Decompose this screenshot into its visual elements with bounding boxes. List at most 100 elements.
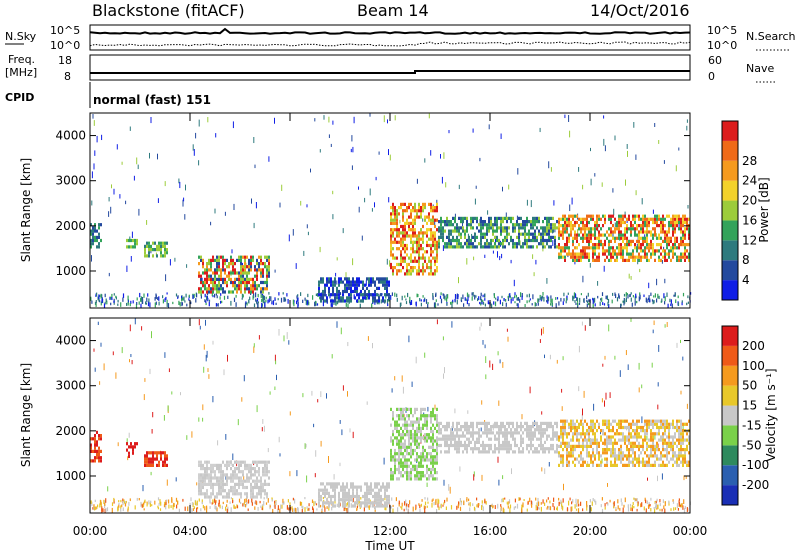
echo-cell [430, 209, 432, 213]
ground-echo [681, 300, 683, 303]
echo-cell [336, 293, 338, 297]
ground-echo [230, 300, 232, 306]
ground-echo [484, 499, 486, 504]
ground-echo [634, 296, 636, 301]
echo-cell [420, 256, 422, 260]
ground-echo [100, 500, 102, 505]
ground-echo [654, 508, 656, 513]
echo-cell [208, 287, 210, 291]
ground-echo [294, 498, 296, 504]
echo-cell [626, 249, 628, 253]
echo-cell [330, 501, 332, 505]
ground-echo [102, 508, 104, 513]
echo-cell [482, 245, 484, 249]
echo-cell [432, 436, 434, 440]
ground-echo [635, 498, 637, 501]
echo-cell [210, 274, 212, 278]
echo-cell [226, 463, 228, 467]
ground-echo [582, 508, 584, 512]
echo-cell [494, 434, 496, 438]
echo-cell [372, 504, 374, 508]
echo-cell [144, 457, 146, 461]
echo-cell [250, 473, 252, 477]
echo-cell [540, 428, 542, 432]
echo-cell [466, 229, 468, 233]
echo-cell [96, 245, 98, 249]
echo-cell [390, 423, 392, 427]
ground-echo [594, 499, 596, 503]
echo-cell [662, 255, 664, 259]
echo-cell [342, 280, 344, 284]
echo-cell [416, 243, 418, 248]
echo-cell [564, 214, 566, 218]
echo-cell [586, 252, 588, 256]
echo-cell [584, 230, 586, 234]
echo-cell [412, 221, 414, 225]
ground-echo [370, 504, 372, 508]
echo-cell [148, 460, 150, 464]
scatter-echo [484, 344, 486, 349]
ground-echo [504, 497, 506, 500]
ground-echo [292, 497, 294, 501]
echo-cell [540, 232, 542, 236]
echo-cell [530, 223, 532, 227]
colorbar-tick-label: 8 [742, 253, 750, 267]
scatter-echo [92, 114, 94, 119]
ground-echo [256, 302, 258, 305]
ground-echo [127, 506, 129, 511]
echo-cell [404, 224, 406, 229]
echo-cell [410, 237, 412, 241]
echo-cell [500, 229, 502, 233]
echo-cell [516, 431, 518, 435]
echo-cell [506, 226, 508, 230]
echo-cell [480, 216, 482, 220]
echo-cell [166, 457, 168, 461]
ground-echo [128, 501, 130, 506]
ground-echo [358, 300, 360, 303]
echo-cell [222, 479, 224, 483]
echo-cell [402, 209, 404, 213]
echo-cell [636, 239, 638, 243]
echo-cell [204, 470, 206, 474]
echo-cell [520, 421, 522, 425]
echo-cell [574, 220, 576, 225]
echo-cell [268, 274, 270, 278]
ground-echo [502, 302, 504, 307]
echo-cell [416, 407, 418, 411]
ground-echo [501, 295, 503, 299]
echo-cell [550, 443, 552, 448]
echo-cell [482, 421, 484, 425]
echo-cell [234, 482, 236, 486]
echo-cell [448, 437, 450, 441]
echo-cell [572, 224, 574, 228]
echo-cell [332, 494, 334, 499]
echo-cell [470, 447, 472, 451]
echo-cell [254, 280, 256, 285]
echo-cell [530, 443, 532, 448]
echo-cell [380, 488, 382, 492]
echo-cell [368, 289, 370, 294]
echo-cell [318, 488, 320, 492]
echo-cell [598, 246, 600, 250]
echo-cell [640, 258, 642, 262]
ground-echo [510, 297, 512, 300]
echo-cell [210, 290, 212, 294]
ground-echo [206, 507, 208, 513]
echo-cell [234, 262, 236, 266]
echo-cell [656, 243, 658, 247]
echo-cell [472, 431, 474, 435]
echo-cell [578, 252, 580, 256]
echo-cell [204, 287, 206, 291]
echo-cell [432, 240, 434, 244]
echo-cell [372, 488, 374, 492]
echo-cell [268, 482, 270, 486]
echo-cell [588, 220, 590, 225]
ground-echo [277, 505, 279, 511]
echo-cell [548, 450, 550, 454]
echo-cell [206, 290, 208, 294]
echo-cell [334, 299, 336, 303]
scatter-echo [364, 197, 366, 203]
echo-cell [354, 280, 356, 284]
echo-cell [224, 280, 226, 285]
scatter-echo [94, 150, 96, 156]
